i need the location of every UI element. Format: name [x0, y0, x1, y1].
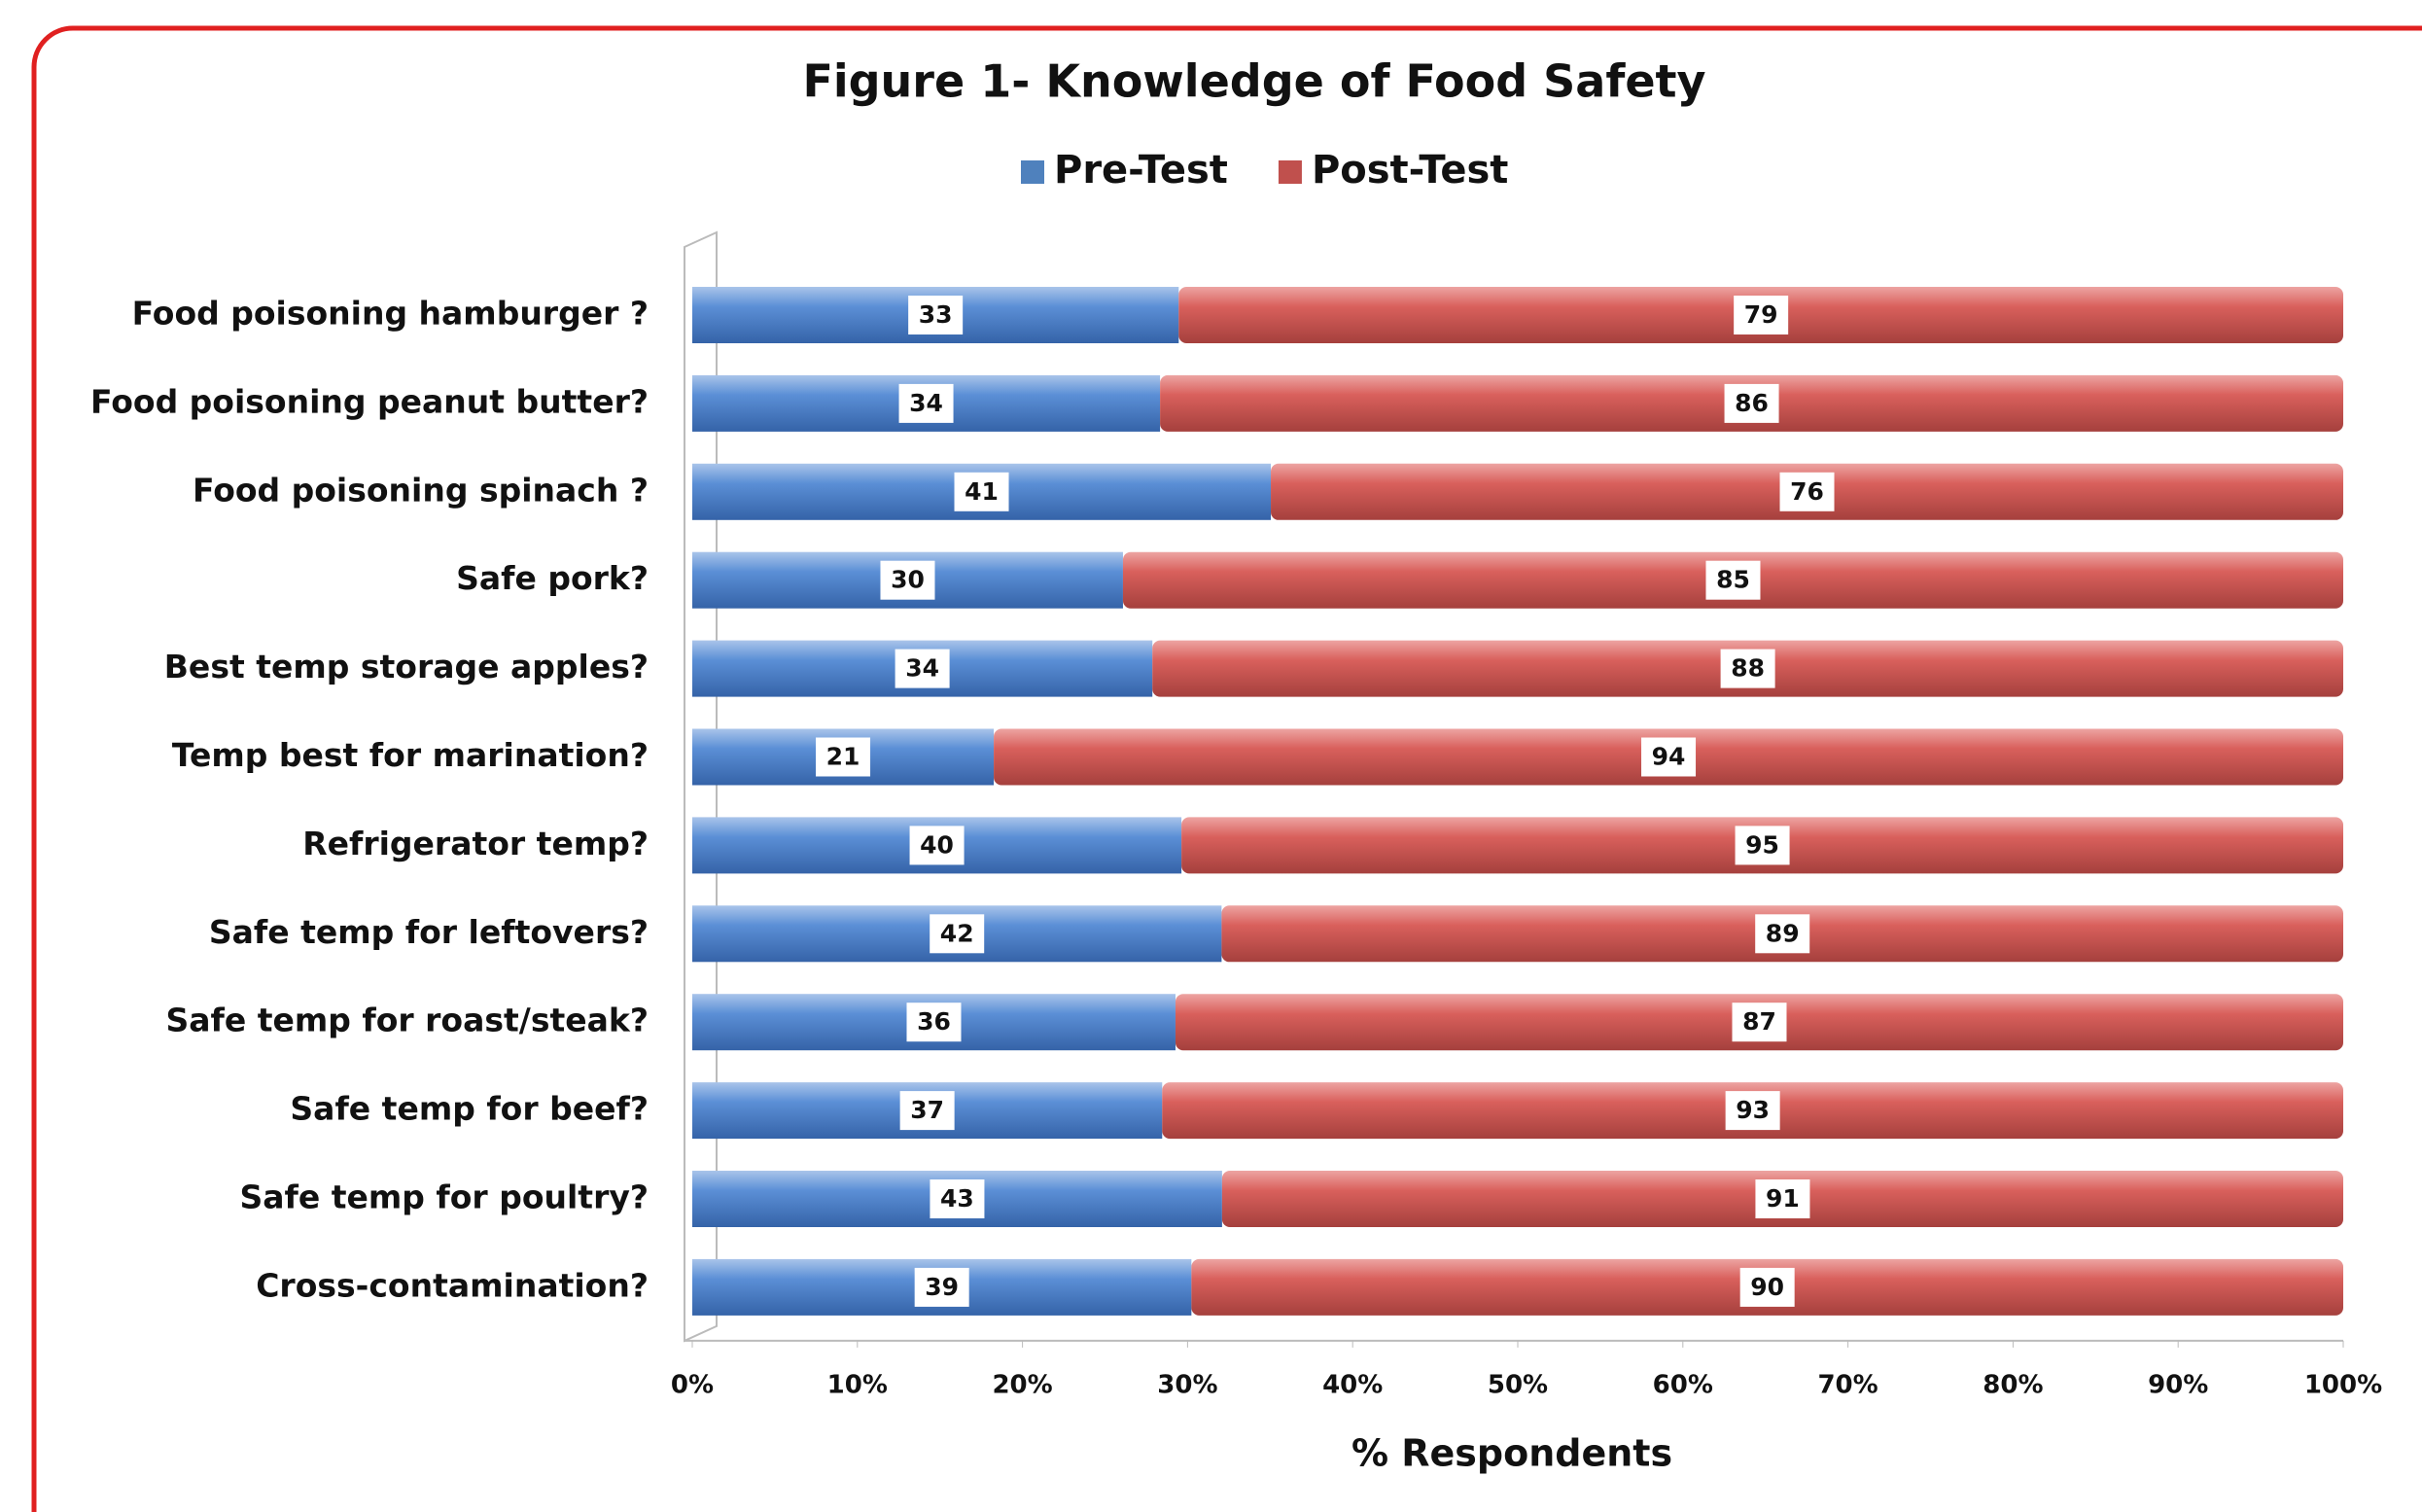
- data-label: 34: [905, 654, 939, 683]
- data-label: 37: [910, 1096, 944, 1124]
- y-tick-label: Food poisoning spinach ?: [193, 471, 649, 509]
- data-label: 36: [917, 1007, 951, 1036]
- x-tick-label: 100%: [2304, 1371, 2382, 1400]
- data-label: 89: [1766, 919, 1800, 947]
- data-label: 93: [1736, 1096, 1770, 1124]
- x-tick-label: 60%: [1653, 1371, 1713, 1400]
- y-tick-label: Temp best for marination?: [172, 736, 649, 774]
- data-label-bg: [930, 914, 985, 954]
- data-label: 88: [1731, 654, 1765, 683]
- data-label-bg: [1705, 560, 1761, 600]
- data-label-bg: [1779, 472, 1835, 511]
- data-label-bg: [1732, 1002, 1787, 1042]
- data-label: 39: [925, 1273, 959, 1301]
- data-label-bg: [816, 737, 871, 777]
- data-label-bg: [1755, 914, 1810, 954]
- x-tick-label: 10%: [827, 1371, 888, 1400]
- data-label-bg: [1755, 1179, 1810, 1218]
- data-label: 94: [1652, 743, 1686, 771]
- data-label-bg: [899, 1091, 955, 1131]
- data-label: 76: [1790, 477, 1824, 506]
- data-label-bg: [954, 472, 1009, 511]
- chart-title: Figure 1- Knowledge of Food Safety: [802, 55, 1705, 108]
- data-label: 95: [1745, 830, 1779, 859]
- legend-label: Pre-Test: [1054, 148, 1228, 193]
- data-label: 40: [920, 830, 954, 859]
- x-tick-label: 40%: [1322, 1371, 1383, 1400]
- y-tick-label: Refrigerator temp?: [302, 825, 649, 862]
- data-label: 79: [1744, 300, 1778, 329]
- data-label-bg: [914, 1267, 969, 1307]
- data-label-bg: [1720, 649, 1775, 688]
- data-label: 34: [909, 389, 943, 417]
- y-tick-label: Safe temp for poultry?: [239, 1178, 649, 1216]
- data-label-bg: [1725, 1091, 1780, 1131]
- data-label: 43: [940, 1184, 974, 1213]
- data-label-bg: [930, 1179, 985, 1218]
- data-label: 33: [919, 300, 953, 329]
- data-label: 41: [965, 477, 999, 506]
- data-label: 85: [1716, 566, 1750, 594]
- data-label: 30: [891, 566, 925, 594]
- y-tick-label: Safe temp for beef?: [290, 1090, 649, 1128]
- data-label: 42: [940, 919, 974, 947]
- data-label-bg: [1735, 826, 1790, 865]
- y-tick-label: Safe temp for leftovers?: [209, 913, 649, 951]
- x-tick-label: 80%: [1983, 1371, 2043, 1400]
- data-label-bg: [898, 383, 954, 423]
- data-label-bg: [880, 560, 935, 600]
- legend-label: Post-Test: [1312, 148, 1508, 193]
- x-tick-label: 20%: [992, 1371, 1052, 1400]
- data-label-bg: [895, 649, 950, 688]
- x-tick-label: 0%: [671, 1371, 714, 1400]
- y-tick-label: Food poisoning peanut butter?: [90, 382, 649, 420]
- y-tick-label: Cross-contamination?: [256, 1266, 649, 1304]
- legend-swatch: [1278, 160, 1302, 184]
- x-tick-label: 30%: [1157, 1371, 1217, 1400]
- data-label-bg: [1734, 296, 1789, 334]
- x-tick-label: 70%: [1817, 1371, 1878, 1400]
- data-label: 86: [1735, 389, 1769, 417]
- data-label-bg: [1724, 383, 1779, 423]
- axis-title: % Respondents: [1351, 1432, 1672, 1475]
- y-tick-label: Food poisoning hamburger ?: [132, 295, 649, 333]
- y-tick-label: Safe temp for roast/steak?: [165, 1002, 649, 1039]
- data-label-bg: [906, 1002, 962, 1042]
- x-tick-label: 90%: [2148, 1371, 2208, 1400]
- x-tick-label: 50%: [1488, 1371, 1548, 1400]
- data-label: 21: [826, 743, 860, 771]
- y-tick-label: Safe pork?: [456, 559, 649, 597]
- legend-swatch: [1021, 160, 1044, 184]
- data-label-bg: [908, 296, 964, 334]
- data-label-bg: [1641, 737, 1697, 777]
- plot-wall: [684, 230, 718, 1343]
- data-label-bg: [909, 826, 965, 865]
- data-label: 87: [1742, 1007, 1776, 1036]
- y-tick-label: Best temp storage apples?: [164, 648, 649, 686]
- data-label: 91: [1766, 1184, 1800, 1213]
- data-label: 90: [1750, 1273, 1784, 1301]
- data-label-bg: [1739, 1267, 1795, 1307]
